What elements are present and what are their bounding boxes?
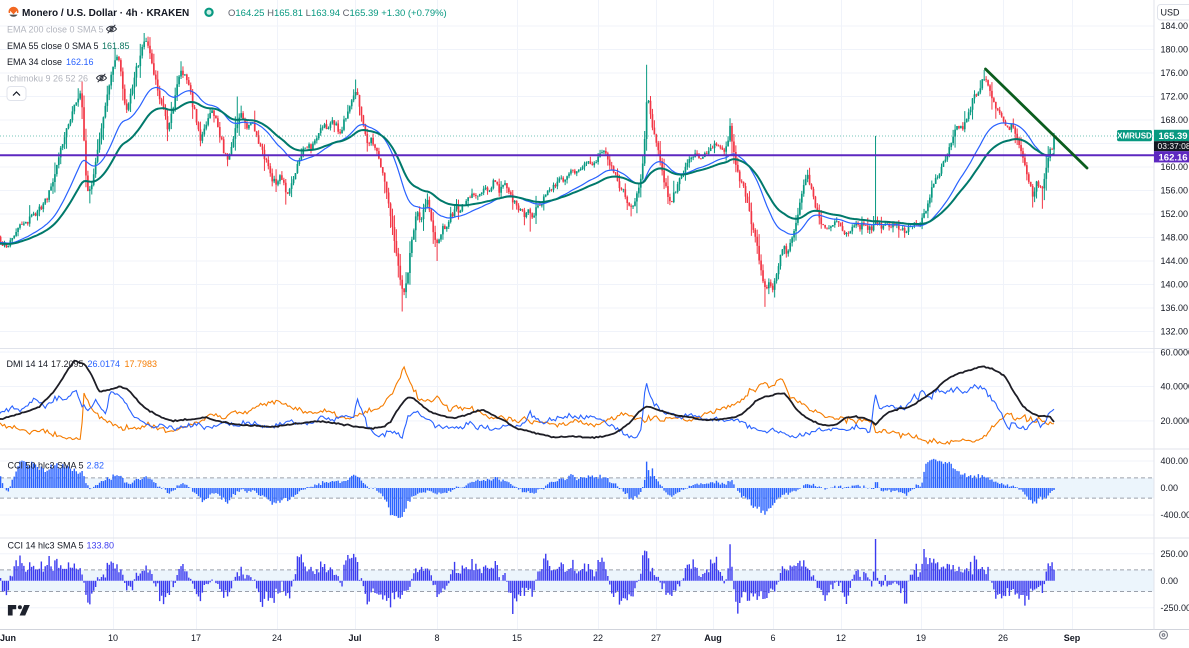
svg-text:EMA 34 close: EMA 34 close: [7, 57, 62, 67]
svg-text:0.00: 0.00: [1161, 576, 1179, 586]
svg-text:Sep: Sep: [1064, 633, 1081, 643]
svg-text:162.16: 162.16: [1159, 152, 1188, 163]
svg-text:144.00: 144.00: [1161, 256, 1189, 266]
svg-text:15: 15: [512, 633, 522, 643]
svg-text:Monero / U.S. Dollar · 4h · KR: Monero / U.S. Dollar · 4h · KRAKEN: [22, 8, 189, 19]
svg-text:6: 6: [770, 633, 775, 643]
svg-text:136.00: 136.00: [1161, 303, 1189, 313]
svg-text:176.00: 176.00: [1161, 68, 1189, 78]
svg-text:03:37:08: 03:37:08: [1158, 141, 1189, 151]
svg-text:0.00: 0.00: [1161, 483, 1179, 493]
svg-text:148.00: 148.00: [1161, 233, 1189, 243]
svg-text:Aug: Aug: [704, 633, 722, 643]
svg-text:O164.25 H165.81 L163.94 C165.3: O164.25 H165.81 L163.94 C165.39 +1.30 (+…: [228, 8, 447, 19]
svg-text:168.00: 168.00: [1161, 115, 1189, 125]
svg-text:184.00: 184.00: [1161, 21, 1189, 31]
svg-text:26: 26: [998, 633, 1008, 643]
svg-text:156.00: 156.00: [1161, 186, 1189, 196]
svg-text:17.7983: 17.7983: [125, 359, 158, 369]
svg-text:20.0000: 20.0000: [1161, 416, 1189, 426]
svg-text:-250.00: -250.00: [1161, 603, 1189, 613]
svg-text:2.82: 2.82: [87, 461, 105, 471]
svg-text:CCI 14 hlc3 SMA 5: CCI 14 hlc3 SMA 5: [8, 541, 84, 551]
svg-text:133.80: 133.80: [87, 541, 115, 551]
svg-text:26.0174: 26.0174: [88, 359, 121, 369]
svg-text:162.16: 162.16: [66, 57, 94, 67]
svg-text:DMI 14 14: DMI 14 14: [7, 359, 49, 369]
svg-text:EMA 55 close 0 SMA 5: EMA 55 close 0 SMA 5: [7, 41, 99, 51]
svg-text:161.85: 161.85: [102, 41, 130, 51]
svg-text:USD: USD: [1161, 8, 1181, 18]
svg-text:19: 19: [916, 633, 926, 643]
svg-text:8: 8: [434, 633, 439, 643]
svg-text:400.00: 400.00: [1161, 456, 1189, 466]
svg-text:165.39: 165.39: [1159, 131, 1188, 142]
svg-text:XMRUSD: XMRUSD: [1117, 132, 1152, 141]
svg-text:250.00: 250.00: [1161, 549, 1189, 559]
svg-text:60.0000: 60.0000: [1161, 347, 1189, 357]
svg-text:27: 27: [651, 633, 661, 643]
svg-text:24: 24: [272, 633, 282, 643]
svg-text:17: 17: [191, 633, 201, 643]
svg-text:140.00: 140.00: [1161, 280, 1189, 290]
svg-text:17.2095: 17.2095: [51, 359, 84, 369]
svg-text:Jul: Jul: [348, 633, 361, 643]
svg-text:132.00: 132.00: [1161, 327, 1189, 337]
svg-text:40.0000: 40.0000: [1161, 382, 1189, 392]
svg-text:172.00: 172.00: [1161, 92, 1189, 102]
svg-text:CCI 50 hlc3 SMA 5: CCI 50 hlc3 SMA 5: [8, 461, 84, 471]
svg-text:-400.00: -400.00: [1161, 510, 1189, 520]
svg-text:152.00: 152.00: [1161, 209, 1189, 219]
svg-text:10: 10: [108, 633, 118, 643]
svg-text:Ichimoku 9 26 52 26: Ichimoku 9 26 52 26: [7, 74, 88, 84]
svg-text:160.00: 160.00: [1161, 162, 1189, 172]
svg-text:EMA 200 close 0 SMA 5: EMA 200 close 0 SMA 5: [7, 25, 104, 35]
svg-text:22: 22: [593, 633, 603, 643]
svg-text:180.00: 180.00: [1161, 45, 1189, 55]
svg-text:12: 12: [836, 633, 846, 643]
svg-text:Jun: Jun: [0, 633, 16, 643]
